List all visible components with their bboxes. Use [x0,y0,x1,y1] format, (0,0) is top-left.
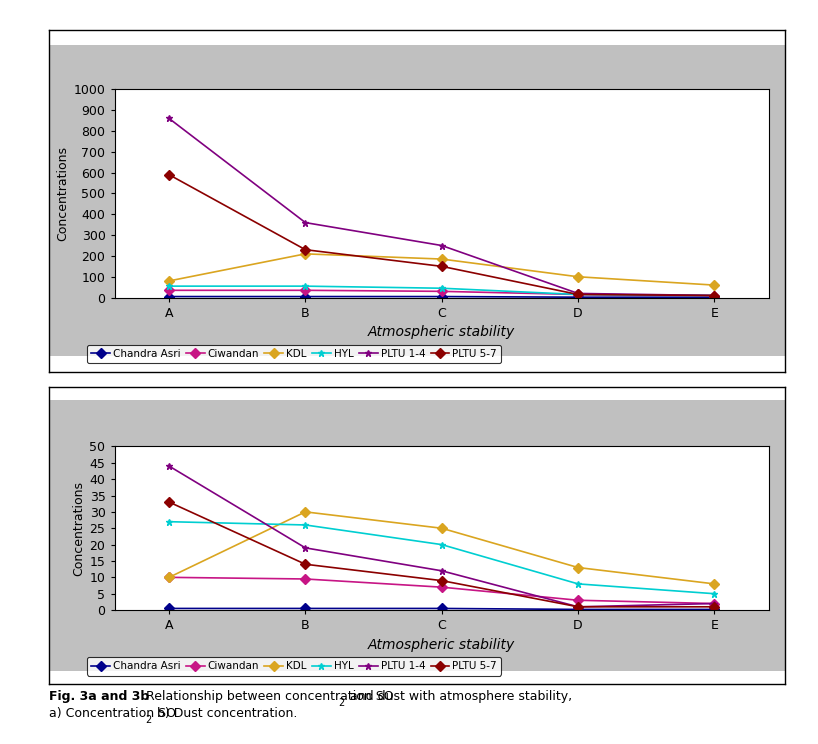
Text: a) Concentration SO: a) Concentration SO [49,708,176,720]
Legend: Chandra Asri, Ciwandan, KDL, HYL, PLTU 1-4, PLTU 5-7: Chandra Asri, Ciwandan, KDL, HYL, PLTU 1… [87,657,501,676]
X-axis label: Atmospheric stability: Atmospheric stability [368,325,515,339]
Legend: Chandra Asri, Ciwandan, KDL, HYL, PLTU 1-4, PLTU 5-7: Chandra Asri, Ciwandan, KDL, HYL, PLTU 1… [87,344,501,363]
Y-axis label: Concentrations: Concentrations [56,146,70,241]
Text: Relationship between concentration SO: Relationship between concentration SO [142,690,393,703]
Y-axis label: Concentrations: Concentrations [72,481,85,576]
Text: b) Dust concentration.: b) Dust concentration. [153,708,297,720]
Text: Fig. 3a and 3b: Fig. 3a and 3b [49,690,150,703]
Text: 2: 2 [338,698,344,708]
Text: 2: 2 [146,715,152,725]
X-axis label: Atmospheric stability: Atmospheric stability [368,638,515,652]
Text: and dust with atmosphere stability,: and dust with atmosphere stability, [346,690,572,703]
